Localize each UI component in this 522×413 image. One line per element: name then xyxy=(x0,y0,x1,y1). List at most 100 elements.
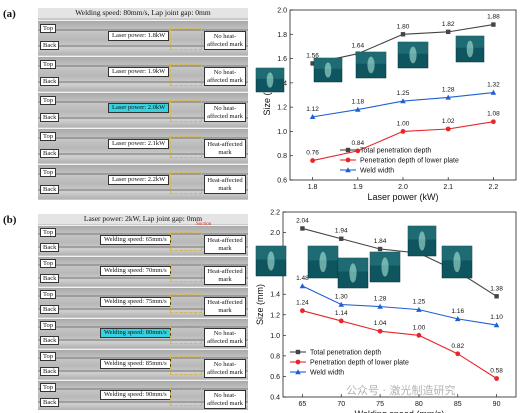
weld-seam-top xyxy=(38,137,248,139)
data-label: 0.76 xyxy=(306,150,319,157)
x-tick-label: 90 xyxy=(493,401,501,408)
weld-strip: Top Back Welding speed: 80mm/s No heat-affe… xyxy=(38,318,248,348)
weld-seam-top xyxy=(38,357,248,359)
data-label: 1.30 xyxy=(335,294,348,301)
heat-mark-label: No heat-affected mark xyxy=(204,390,246,409)
data-point xyxy=(445,126,451,132)
top-label: Top xyxy=(40,352,57,361)
weld-strip-column-a: Welding speed: 80mm/s, Lap joint gap: 0m… xyxy=(38,8,248,200)
weld-bead xyxy=(418,231,426,251)
data-label: 1.25 xyxy=(397,90,410,97)
heat-mark-label: Heat-affected mark xyxy=(204,297,246,316)
legend-marker xyxy=(295,359,301,365)
data-point xyxy=(299,283,306,289)
data-label: 1.80 xyxy=(397,23,410,30)
top-label: Top xyxy=(40,321,57,330)
watermark: 公众号 · 激光制造研究 xyxy=(346,384,456,397)
zoom-region xyxy=(170,325,202,344)
weld-bead xyxy=(266,72,274,88)
data-label: 0.58 xyxy=(490,368,503,375)
weld-bead xyxy=(324,62,332,78)
strip-title-a: Welding speed: 80mm/s, Lap joint gap: 0m… xyxy=(38,8,248,18)
condition-label: Welding speed: 65mm/s xyxy=(100,235,171,245)
back-label: Back xyxy=(40,149,60,158)
legend-marker xyxy=(345,147,351,153)
data-point xyxy=(490,89,497,95)
condition-label: Laser power: 2.1kW xyxy=(108,139,170,149)
data-label: 1.04 xyxy=(374,320,387,327)
series-line xyxy=(312,121,494,162)
y-axis-label: Size (mm) xyxy=(255,284,265,325)
data-label: 0.82 xyxy=(451,343,464,350)
zoom-region xyxy=(170,263,202,282)
data-point xyxy=(377,246,383,252)
back-label: Back xyxy=(40,77,60,86)
x-tick-label: 85 xyxy=(454,401,462,408)
heat-mark-label: No heat-affected mark xyxy=(204,103,246,122)
top-label: Top xyxy=(40,259,57,268)
data-point xyxy=(446,29,451,35)
y-tick-label: 1.0 xyxy=(270,333,280,340)
back-label: Back xyxy=(40,274,60,283)
data-point xyxy=(338,318,344,324)
data-point xyxy=(493,322,500,328)
top-label: Top xyxy=(40,60,57,69)
weld-seam-back xyxy=(38,339,248,341)
weld-strip: Top Back Welding speed: 90mm/s No heat-affe… xyxy=(38,380,248,410)
y-tick-label: 1.6 xyxy=(277,56,287,63)
data-label: 1.38 xyxy=(490,285,503,292)
weld-seam-top xyxy=(38,326,248,328)
data-label: 1.88 xyxy=(487,14,500,21)
back-label: Back xyxy=(40,41,60,50)
back-label: Back xyxy=(40,305,60,314)
y-tick-label: 0.8 xyxy=(270,353,280,360)
legend-label: Weld width xyxy=(360,168,394,175)
legend-marker xyxy=(345,167,351,173)
weld-seam-back xyxy=(38,117,248,119)
condition-label: Laser power: 2.0kW xyxy=(108,103,170,113)
data-label: 1.00 xyxy=(397,120,410,127)
zoom-region xyxy=(170,356,202,375)
data-point xyxy=(400,32,406,37)
data-point xyxy=(455,351,461,357)
legend-label: Total penetration depth xyxy=(310,350,381,357)
data-point xyxy=(494,294,499,299)
weld-seam-back xyxy=(38,308,248,310)
data-label: 1.16 xyxy=(451,308,464,315)
data-label: 1.14 xyxy=(335,310,348,317)
y-tick-label: 0.6 xyxy=(270,374,280,381)
data-label: 1.08 xyxy=(487,111,500,118)
back-label: Back xyxy=(40,398,60,407)
data-label: 0.84 xyxy=(351,140,364,147)
heat-mark-label: Heat-affected mark xyxy=(204,175,246,194)
data-label: 2.04 xyxy=(296,217,309,224)
weld-seam-top xyxy=(38,101,248,103)
weld-strip: Top Back Welding speed: 75mm/s Heat-affecte… xyxy=(38,287,248,317)
zoom-region xyxy=(170,64,202,86)
data-label: 1.48 xyxy=(296,275,309,282)
zoom-region xyxy=(170,28,202,50)
weld-seam-back xyxy=(38,45,248,47)
weld-bead xyxy=(453,251,461,273)
legend-label: Total penetration depth xyxy=(360,148,431,155)
x-tick-label: 70 xyxy=(337,401,345,408)
data-point xyxy=(491,22,496,27)
back-label: Back xyxy=(40,185,60,194)
condition-label: Welding speed: 80mm/s xyxy=(100,328,171,338)
legend-marker xyxy=(345,157,351,163)
data-point xyxy=(416,332,422,338)
weld-seam-back xyxy=(38,246,248,248)
weld-seam-back xyxy=(38,370,248,372)
x-tick-label: 2.0 xyxy=(398,184,408,191)
weld-seam-back xyxy=(38,81,248,83)
panel-label-a: (a) xyxy=(3,8,16,20)
x-tick-label: 65 xyxy=(299,401,307,408)
data-label: 1.32 xyxy=(487,82,500,89)
data-label: 1.02 xyxy=(442,118,455,125)
y-tick-label: 1.4 xyxy=(270,292,280,299)
weld-seam-top xyxy=(38,29,248,31)
y-tick-label: 0.4 xyxy=(270,395,280,402)
data-label: 1.64 xyxy=(351,43,364,50)
heat-mark-label: No heat-affected mark xyxy=(204,359,246,378)
weld-strip: Top Back Laser power: 2.0kW No heat-affecte… xyxy=(38,92,248,127)
